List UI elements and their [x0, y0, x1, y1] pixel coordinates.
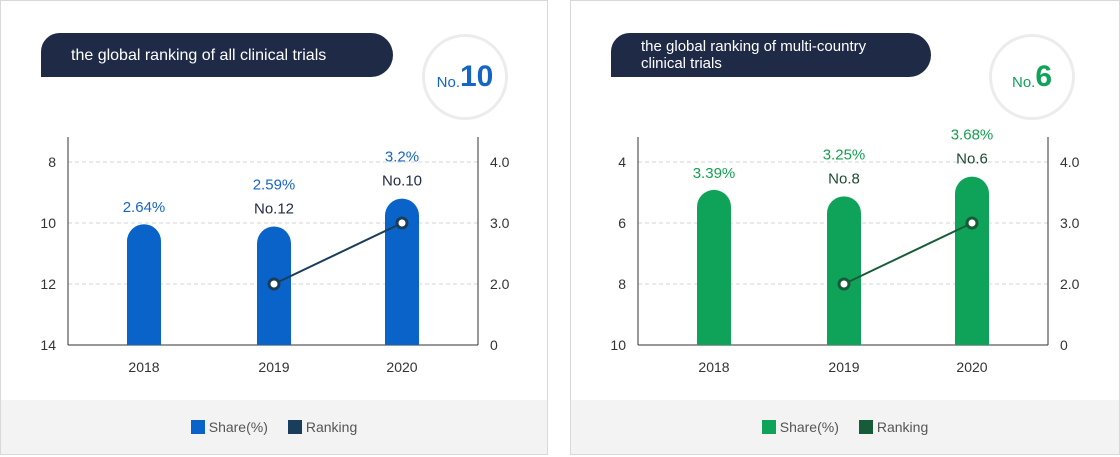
data-label-share: 3.2%	[385, 149, 419, 166]
data-label-share: 2.64%	[123, 199, 166, 216]
left-axis-tick-label: 12	[40, 276, 56, 292]
badge-prefix: No.	[436, 73, 460, 91]
left-axis-tick-label: 10	[40, 215, 56, 231]
legend-item-ranking: Ranking	[858, 419, 929, 435]
x-axis-tick-label: 2018	[128, 359, 159, 375]
ranking-point-2020	[965, 216, 979, 230]
badge-number: 6	[1035, 60, 1053, 93]
right-axis-tick-label: 4.0	[1060, 154, 1080, 170]
legend-swatch-share	[761, 420, 776, 434]
right-axis-tick-label: 0	[490, 337, 498, 353]
panel-title: the global ranking of all clinical trial…	[41, 33, 393, 77]
legend-label-ranking: Ranking	[876, 419, 929, 435]
right-axis-tick-label: 2.0	[1060, 276, 1080, 292]
badge-number: 10	[459, 60, 494, 93]
right-axis-tick-label: 3.0	[1060, 215, 1080, 231]
ranking-point-2020	[395, 216, 409, 230]
bar-2018	[127, 224, 161, 345]
ranking-point-2019	[837, 277, 851, 291]
legend-label-share: Share(%)	[208, 419, 268, 435]
x-axis-tick-label: 2020	[956, 359, 987, 375]
data-label-share: 3.25%	[823, 146, 866, 163]
data-label-ranking: No.8	[828, 170, 860, 187]
combo-chart: 8 10 12 14 4.0 3.0 2.0 0 2018 2019 2020 2.64% 2.59% N…	[40, 137, 510, 375]
data-label-ranking: No.10	[382, 173, 422, 190]
bar-2019	[827, 196, 861, 345]
x-axis-tick-label: 2019	[258, 359, 289, 375]
x-axis-tick-label: 2019	[828, 359, 859, 375]
right-axis-tick-label: 3.0	[490, 215, 510, 231]
bar-2020	[385, 198, 419, 345]
legend-label-share: Share(%)	[779, 419, 839, 435]
legend-swatch-ranking	[858, 420, 873, 434]
legend-item-share: Share(%)	[190, 419, 268, 435]
bar-2018	[697, 189, 731, 345]
x-axis-tick-label: 2020	[386, 359, 417, 375]
left-axis-tick-label: 14	[40, 337, 56, 353]
data-label-share: 3.68%	[951, 127, 994, 144]
chart-panel-all-trials: the global ranking of all clinical trial…	[0, 0, 548, 455]
legend: Share(%) Ranking	[571, 400, 1119, 454]
badge-prefix: No.	[1011, 73, 1036, 91]
right-axis-tick-label: 0	[1060, 337, 1068, 353]
left-axis-tick-label: 8	[618, 276, 626, 292]
legend-item-ranking: Ranking	[287, 419, 358, 435]
ranking-badge: No. 6	[989, 34, 1075, 120]
left-axis-tick-label: 10	[610, 337, 626, 353]
bar-2020	[955, 176, 989, 345]
panel-title: the global ranking of multi-country clin…	[611, 33, 931, 77]
data-label-share: 2.59%	[253, 177, 296, 194]
legend-label-ranking: Ranking	[305, 419, 358, 435]
legend-item-share: Share(%)	[761, 419, 839, 435]
ranking-badge: No. 10	[422, 34, 508, 120]
x-axis-tick-label: 2018	[698, 359, 729, 375]
right-axis-tick-label: 4.0	[490, 154, 510, 170]
data-label-ranking: No.12	[254, 201, 294, 218]
left-axis-tick-label: 8	[48, 154, 56, 170]
legend: Share(%) Ranking	[1, 400, 547, 454]
legend-swatch-share	[190, 420, 205, 434]
ranking-line	[273, 222, 403, 285]
left-axis-tick-label: 6	[618, 215, 626, 231]
right-axis-tick-label: 2.0	[490, 276, 510, 292]
data-label-ranking: No.6	[956, 151, 988, 168]
ranking-line	[843, 222, 973, 285]
ranking-point-2019	[267, 277, 281, 291]
legend-swatch-ranking	[287, 420, 302, 434]
left-axis-tick-label: 4	[618, 154, 626, 170]
combo-chart: 4 6 8 10 4.0 3.0 2.0 0 2018 2019 2020 3.39% 3.25% No.…	[610, 127, 1080, 375]
chart-panel-multi-country: the global ranking of multi-country clin…	[570, 0, 1120, 455]
data-label-share: 3.39%	[693, 165, 736, 182]
